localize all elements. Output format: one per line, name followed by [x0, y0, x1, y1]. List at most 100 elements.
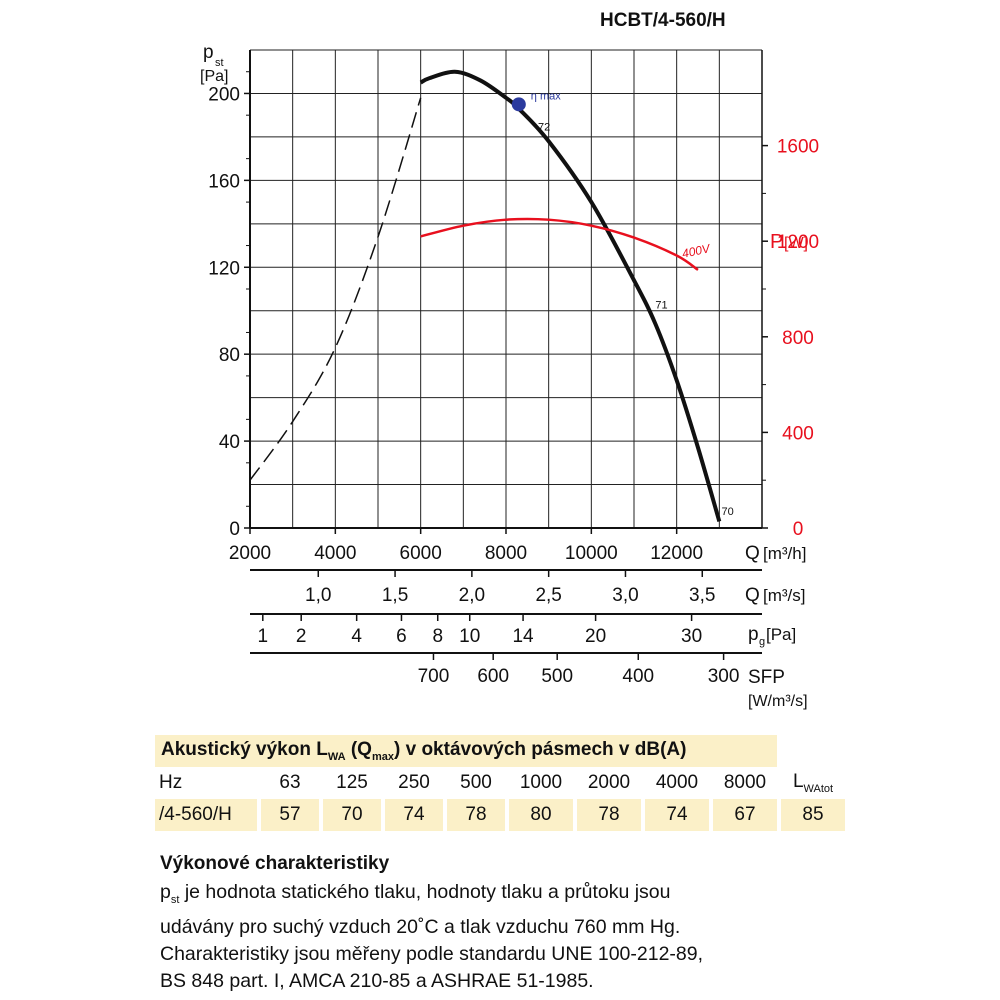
y2-axis-unit: [W] — [784, 235, 808, 252]
q-m3s-tick-label: 3,5 — [689, 585, 715, 606]
sound-power-value: 67 — [713, 799, 777, 831]
sound-power-value: 70 — [323, 799, 381, 831]
x-tick-label: 4000 — [314, 543, 356, 564]
sound-power-value: 57 — [261, 799, 319, 831]
x-axis-unit: [m³/h] — [763, 544, 806, 563]
cell-gap — [641, 799, 645, 831]
chart-series — [249, 69, 722, 523]
series-pressure — [419, 69, 722, 523]
total-value: 85 — [781, 799, 845, 831]
sound-power-value: 80 — [509, 799, 573, 831]
x-tick-label: 12000 — [650, 543, 703, 564]
x-tick-label: 8000 — [485, 543, 527, 564]
sound-power-value: 74 — [645, 799, 709, 831]
cell-gap — [381, 799, 385, 831]
chart-title: HCBT/4-560/H — [600, 10, 726, 31]
y-tick-label: 40 — [219, 432, 240, 453]
y-tick-label: 120 — [208, 258, 240, 279]
pg-axis-label-sub: g — [759, 636, 765, 648]
eta-max-marker — [511, 97, 526, 112]
y-tick-label: 0 — [229, 519, 240, 540]
pg-tick-label: 8 — [432, 626, 443, 647]
q-m3s-tick-label: 1,0 — [305, 585, 331, 606]
y-tick-label: 200 — [208, 84, 240, 105]
pg-axis-label: p — [748, 624, 759, 645]
acoustic-heading: Akustický výkon LWA (Qmax) v oktávových … — [155, 735, 777, 767]
frequency-row: Hz 63 125 250 500 1000 2000 4000 8000 LWAtot — [155, 767, 845, 799]
x-tick-label: 10000 — [565, 543, 618, 564]
y2-tick-label: 400 — [782, 423, 814, 444]
efficiency-label: 71 — [655, 300, 667, 312]
sfp-tick-label: 300 — [708, 666, 740, 687]
q-m3s-axis-unit: [m³/s] — [763, 586, 806, 605]
cell-gap — [709, 767, 713, 799]
y2-tick-label: 1600 — [777, 137, 819, 158]
pg-tick-label: 20 — [585, 626, 606, 647]
frequency-header: 63 — [279, 772, 301, 793]
chart-axes — [244, 50, 768, 660]
efficiency-label: 72 — [538, 121, 550, 133]
description-line-3: Charakteristiky jsou měřeny podle standa… — [160, 942, 704, 965]
cell-gap — [505, 799, 509, 831]
pg-tick-label: 14 — [512, 626, 534, 647]
cell-gap — [257, 799, 261, 831]
y-tick-label: 160 — [208, 171, 240, 192]
y-axis-label-sub: st — [215, 57, 224, 69]
frequency-header: 2000 — [587, 772, 631, 793]
cell-gap — [573, 799, 577, 831]
y2-axis-label: P — [770, 231, 783, 253]
sfp-axis-unit: [W/m³/s] — [748, 693, 808, 710]
q-m3s-tick-label: 1,5 — [382, 585, 408, 606]
series-power — [420, 217, 699, 271]
description-line-1: pst je hodnota statického tlaku, hodnoty… — [160, 881, 671, 906]
description-title: Výkonové charakteristiky — [160, 853, 390, 874]
sound-power-value: 78 — [447, 799, 505, 831]
q-m3s-tick-label: 3,0 — [612, 585, 638, 606]
series-pressure_unstable — [249, 97, 422, 481]
cell-gap — [709, 799, 713, 831]
pg-tick-label: 30 — [681, 626, 702, 647]
frequency-header: 8000 — [723, 772, 767, 793]
description-line-2: udávány pro suchý vzduch 20˚C a tlak vzd… — [160, 915, 681, 938]
pg-tick-label: 4 — [351, 626, 362, 647]
pg-tick-label: 10 — [459, 626, 480, 647]
cell-gap — [777, 767, 781, 799]
cell-gap — [505, 767, 509, 799]
cell-gap — [319, 799, 323, 831]
cell-gap — [777, 799, 781, 831]
description-line-4: BS 848 part. I, AMCA 210-85 a ASHRAE 51-… — [160, 969, 594, 992]
pg-tick-label: 1 — [258, 626, 269, 647]
total-header: LWAtot — [792, 771, 834, 795]
pg-axis-unit: [Pa] — [766, 625, 796, 644]
x-tick-label: 6000 — [400, 543, 442, 564]
sound-power-value: 74 — [385, 799, 443, 831]
cell-gap — [257, 767, 261, 799]
cell-gap — [443, 767, 447, 799]
cell-gap — [443, 799, 447, 831]
pg-tick-label: 6 — [396, 626, 407, 647]
q-m3s-tick-label: 2,5 — [535, 585, 561, 606]
y-axis-unit: [Pa] — [200, 68, 228, 85]
chart-grid — [250, 49, 762, 528]
x-tick-label: 2000 — [229, 543, 271, 564]
y-axis-label: p — [203, 42, 214, 63]
frequency-header: 125 — [336, 772, 368, 793]
sound-power-value: 78 — [577, 799, 641, 831]
y2-tick-label: 0 — [793, 519, 804, 540]
frequency-header: 1000 — [519, 772, 563, 793]
acoustic-table: Akustický výkon LWA (Qmax) v oktávových … — [155, 735, 845, 831]
frequency-header: 500 — [460, 772, 492, 793]
cell-gap — [319, 767, 323, 799]
power-series-label: 400V — [681, 241, 712, 261]
cell-gap — [641, 767, 645, 799]
eta-max-label: η max — [531, 90, 561, 102]
frequency-header: 4000 — [655, 772, 699, 793]
y2-tick-label: 800 — [782, 328, 814, 349]
x-axis-label: Q — [745, 543, 760, 564]
hz-label: Hz — [159, 772, 183, 793]
q-m3s-axis-label: Q — [745, 585, 760, 606]
q-m3s-tick-label: 2,0 — [459, 585, 485, 606]
sfp-tick-label: 600 — [477, 666, 509, 687]
